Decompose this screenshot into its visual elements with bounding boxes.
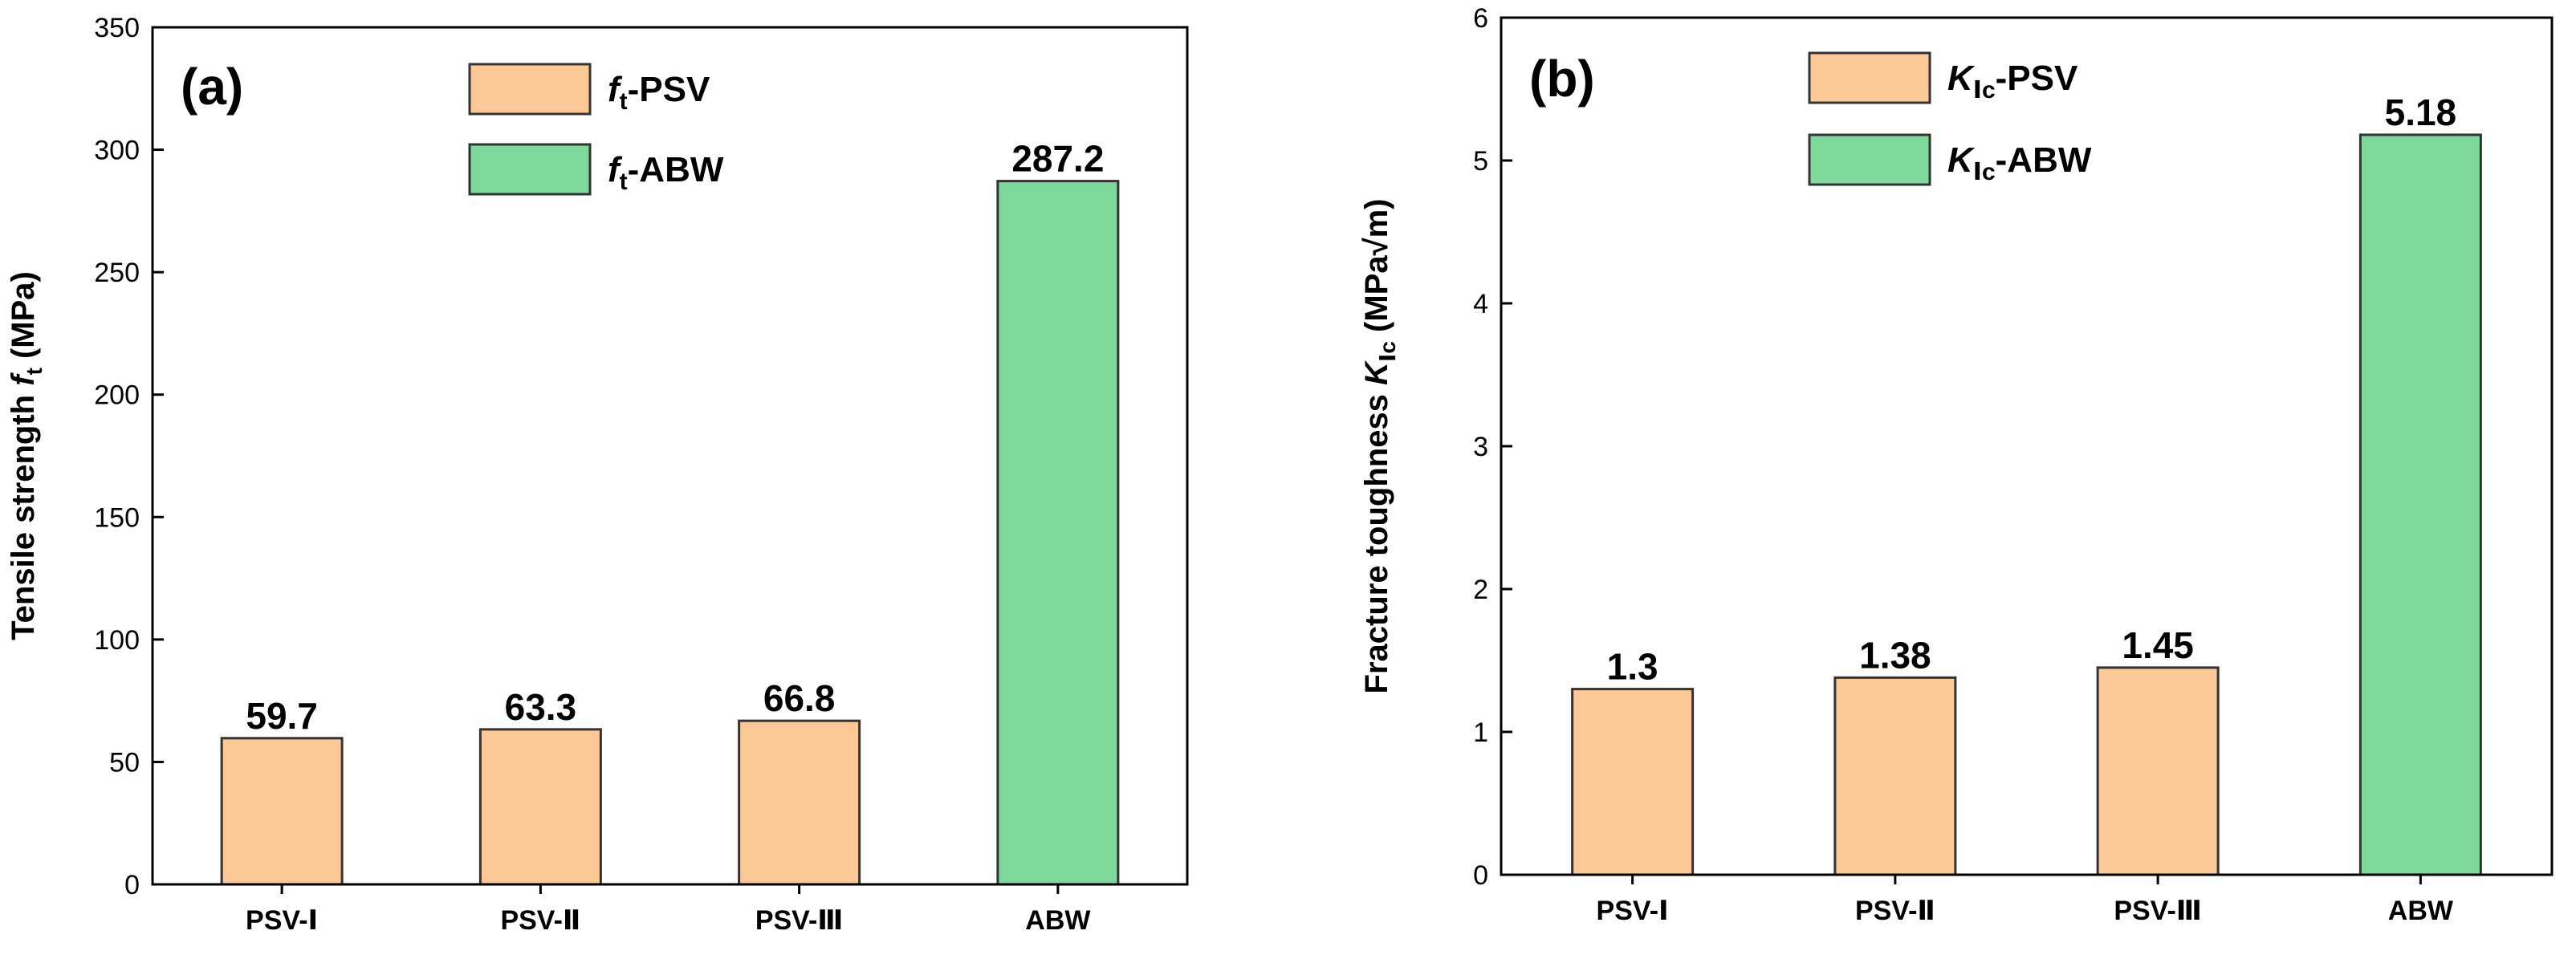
- y-tick-label: 6: [1473, 3, 1488, 34]
- y-tick-label: 1: [1473, 717, 1488, 748]
- y-axis-title-subscript: Ⅰc: [1375, 341, 1400, 362]
- y-axis-title-text: Fracture toughness: [1359, 385, 1394, 694]
- value-label-ABW: 287.2: [1011, 138, 1104, 180]
- plot-frame: [151, 26, 1189, 886]
- panel-b-fracture-toughness: 1.3 1.38 1.45 5.18 0 1 2 3 4 5 6 PSV-Ⅰ PSV-Ⅱ PSV-Ⅲ ABW…: [1359, 3, 2554, 926]
- legend-swatch-psv: [468, 63, 592, 116]
- value-label-PSV-Ⅲ: 66.8: [763, 677, 836, 719]
- x-category-label: PSV-Ⅲ: [2114, 896, 2202, 926]
- x-category-label: ABW: [1025, 905, 1091, 936]
- bar-PSV-Ⅱ: [1833, 676, 1957, 876]
- x-category-label: ABW: [2388, 896, 2454, 926]
- bar-ABW: [996, 180, 1120, 886]
- legend-subscript: t: [620, 169, 628, 195]
- y-tick-label: 100: [94, 625, 140, 656]
- legend-symbol: K: [1947, 140, 1976, 180]
- y-axis-title: Tensile strength ft (MPa): [6, 271, 47, 640]
- legend-symbol: f: [608, 150, 623, 189]
- legend-symbol: f: [608, 70, 623, 109]
- bar-PSV-Ⅲ: [2096, 666, 2220, 876]
- y-tick-label: 200: [94, 380, 140, 411]
- y-axis-title: Fracture toughness KⅠc (MPa√m): [1359, 199, 1400, 694]
- y-axis-title-text: Tensile strength: [6, 386, 41, 640]
- bar-PSV-Ⅱ: [478, 728, 602, 886]
- legend-swatch-psv: [1808, 51, 1931, 104]
- legend-label-psv: KⅠc-PSV: [1947, 59, 2078, 104]
- x-category-label: PSV-Ⅱ: [1855, 896, 1935, 926]
- y-tick-label: 0: [1473, 860, 1488, 891]
- panel-letter: (b): [1529, 50, 1595, 108]
- panel-letter: (a): [181, 58, 243, 116]
- legend-series-name: -ABW: [1996, 140, 2092, 180]
- y-axis-title-symbol: K: [1359, 360, 1394, 385]
- legend-swatch-abw: [1808, 133, 1931, 186]
- legend-label-abw: ft-ABW: [608, 150, 724, 195]
- value-label-PSV-Ⅰ: 1.3: [1607, 646, 1658, 688]
- legend-series-name: -PSV: [628, 70, 710, 109]
- y-tick-label: 2: [1473, 575, 1488, 605]
- legend-subscript: Ⅰc: [1973, 159, 1996, 185]
- y-tick-label: 5: [1473, 146, 1488, 177]
- y-tick-label: 50: [109, 747, 140, 778]
- x-category-label: PSV-Ⅰ: [246, 905, 318, 936]
- legend-label-psv: ft-PSV: [608, 70, 710, 115]
- y-tick-label: 0: [124, 870, 140, 900]
- legend-series-name: -ABW: [628, 150, 724, 189]
- y-axis-title-symbol: f: [6, 372, 41, 386]
- y-tick-label: 150: [94, 502, 140, 533]
- bar-PSV-Ⅰ: [220, 737, 344, 886]
- legend-label-abw: KⅠc-ABW: [1947, 140, 2092, 185]
- y-axis-title-unit: (MPa√m): [1359, 199, 1394, 342]
- value-label-ABW: 5.18: [2385, 91, 2457, 133]
- bar-PSV-Ⅲ: [738, 719, 861, 886]
- legend-series-name: -PSV: [1996, 59, 2078, 98]
- value-label-PSV-Ⅰ: 59.7: [246, 695, 318, 737]
- y-tick-label: 4: [1473, 289, 1488, 319]
- y-axis-title-subscript: t: [22, 368, 47, 375]
- y-tick-label: 300: [94, 136, 140, 166]
- y-tick-label: 3: [1473, 432, 1488, 462]
- y-tick-label: 250: [94, 258, 140, 288]
- x-category-label: PSV-Ⅱ: [500, 905, 580, 936]
- value-label-PSV-Ⅱ: 63.3: [505, 686, 577, 728]
- bar-PSV-Ⅰ: [1571, 688, 1695, 876]
- panel-a-tensile-strength: 59.7 63.3 66.8 287.2 0 50 100 150 200 250 300 350 PS…: [6, 13, 1189, 936]
- x-category-label: PSV-Ⅰ: [1597, 896, 1669, 926]
- y-axis-title-unit: (MPa): [6, 271, 41, 368]
- y-tick-label: 350: [94, 13, 140, 43]
- value-label-PSV-Ⅲ: 1.45: [2122, 624, 2194, 666]
- legend-subscript: Ⅰc: [1973, 77, 1996, 104]
- legend-subscript: t: [620, 88, 628, 115]
- legend-swatch-abw: [468, 143, 592, 196]
- legend-symbol: K: [1947, 59, 1976, 98]
- value-label-PSV-Ⅱ: 1.38: [1859, 634, 1931, 676]
- bar-ABW: [2358, 133, 2482, 876]
- x-category-label: PSV-Ⅲ: [755, 905, 844, 936]
